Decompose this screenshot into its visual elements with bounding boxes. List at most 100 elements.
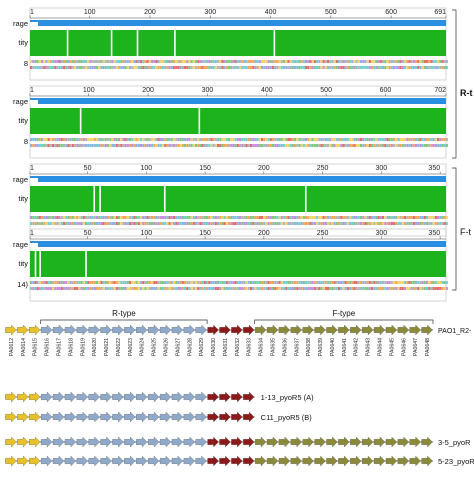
sequence-base <box>135 281 138 284</box>
gene-arrow <box>266 455 279 467</box>
sequence-base <box>76 138 79 141</box>
sequence-base <box>146 144 149 147</box>
sequence-base <box>168 60 171 63</box>
sequence-base <box>34 144 37 147</box>
sequence-base <box>175 216 178 219</box>
sequence-base <box>362 281 365 284</box>
sequence-base <box>60 216 63 219</box>
sequence-base <box>377 216 380 219</box>
sequence-base <box>294 138 297 141</box>
sequence-base <box>89 60 92 63</box>
sequence-base <box>408 281 411 284</box>
sequence-base <box>269 287 272 290</box>
sequence-base <box>157 216 160 219</box>
sequence-base <box>210 60 213 63</box>
sequence-base <box>353 60 356 63</box>
sequence-base <box>445 281 448 284</box>
sequence-base <box>157 287 160 290</box>
sequence-base <box>426 287 429 290</box>
sequence-base <box>47 66 50 69</box>
sequence-base <box>340 216 343 219</box>
sequence-base <box>43 138 46 141</box>
sequence-base <box>142 287 145 290</box>
sequence-base <box>256 216 259 219</box>
tick-label: 100 <box>140 165 152 172</box>
sequence-base <box>30 60 33 63</box>
sequence-base <box>43 216 46 219</box>
sequence-base <box>181 138 184 141</box>
sequence-base <box>179 287 182 290</box>
sequence-base <box>89 222 92 225</box>
sequence-base <box>309 287 312 290</box>
sequence-base <box>173 66 176 69</box>
sequence-base <box>318 138 321 141</box>
sequence-base <box>71 66 74 69</box>
sequence-base <box>316 60 319 63</box>
sequence-base <box>443 281 446 284</box>
sequence-base <box>390 66 393 69</box>
sequence-base <box>278 287 281 290</box>
sequence-base <box>296 222 299 225</box>
sequence-base <box>199 287 202 290</box>
sequence-base <box>109 138 112 141</box>
sequence-base <box>397 281 400 284</box>
sequence-base <box>344 144 347 147</box>
sequence-base <box>280 60 283 63</box>
sequence-base <box>49 60 52 63</box>
sequence-base <box>404 281 407 284</box>
gene-label: PA0625 <box>152 338 158 356</box>
sequence-base <box>118 144 121 147</box>
sequence-base <box>41 144 44 147</box>
sequence-base <box>401 222 404 225</box>
sequence-base <box>379 138 382 141</box>
sequence-base <box>333 60 336 63</box>
sequence-base <box>305 222 308 225</box>
sequence-base <box>76 66 79 69</box>
sequence-base <box>265 222 268 225</box>
sequence-base <box>285 66 288 69</box>
sequence-base <box>344 66 347 69</box>
sequence-base <box>100 216 103 219</box>
sequence-base <box>313 281 316 284</box>
gene-arrow <box>231 391 243 403</box>
sequence-base <box>351 66 354 69</box>
sequence-base <box>296 60 299 63</box>
sequence-base <box>408 138 411 141</box>
sequence-base <box>36 222 39 225</box>
sequence-base <box>421 222 424 225</box>
sequence-base <box>291 281 294 284</box>
sequence-base <box>155 66 158 69</box>
sequence-base <box>34 66 37 69</box>
gene-arrow <box>148 436 160 448</box>
gene-arrow <box>207 391 219 403</box>
sequence-base <box>74 138 77 141</box>
sequence-base <box>252 287 255 290</box>
sequence-base <box>144 60 147 63</box>
gene-arrow <box>159 391 172 403</box>
sequence-base <box>302 144 305 147</box>
gene-label: PA0639 <box>318 338 324 356</box>
gene-arrow <box>112 391 124 403</box>
sequence-base <box>331 138 334 141</box>
sequence-base <box>404 144 407 147</box>
sequence-base <box>87 222 90 225</box>
sequence-base <box>85 216 88 219</box>
sequence-base <box>335 287 338 290</box>
sequence-base <box>91 281 94 284</box>
sequence-base <box>382 222 385 225</box>
sequence-base <box>219 287 222 290</box>
sequence-base <box>129 281 132 284</box>
sequence-base <box>417 216 420 219</box>
sequence-base <box>421 281 424 284</box>
sequence-base <box>87 287 90 290</box>
sequence-base <box>140 216 143 219</box>
sequence-base <box>118 138 121 141</box>
sequence-base <box>41 66 44 69</box>
sequence-base <box>206 281 209 284</box>
sequence-base <box>188 222 191 225</box>
sequence-base <box>223 287 226 290</box>
sequence-base <box>441 222 444 225</box>
sequence-base <box>426 222 429 225</box>
gene-arrow <box>338 436 350 448</box>
sequence-base <box>395 281 398 284</box>
